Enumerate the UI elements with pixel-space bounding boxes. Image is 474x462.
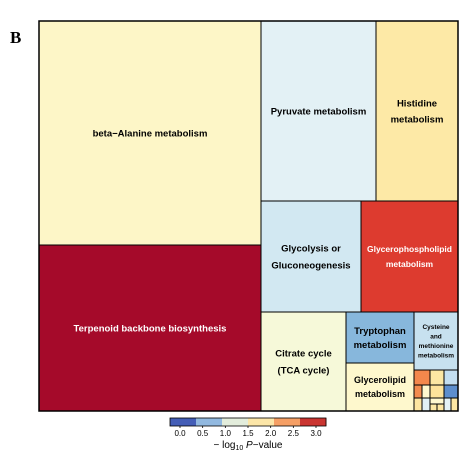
treemap-cell-rect <box>421 384 431 399</box>
treemap-cell-rect <box>360 200 459 313</box>
treemap-cell-rect <box>345 311 415 364</box>
treemap-cell-label: Glycerolipid <box>354 375 406 385</box>
treemap-cell-pyruvate-metabolism: Pyruvate metabolism <box>260 20 377 202</box>
treemap-cell-rect <box>413 311 459 371</box>
treemap-cell-label: Pyruvate metabolism <box>271 106 367 117</box>
treemap-cell-small-10 <box>413 369 431 386</box>
treemap-cell-label: Glycerophospholipid <box>367 244 452 254</box>
treemap-cell-small-12 <box>443 369 459 386</box>
treemap-cell-label: and <box>430 334 442 341</box>
treemap-cell-small-11 <box>429 369 445 386</box>
treemap-cell-rect <box>375 20 459 202</box>
treemap-cell-glycerophospholipid-metabolism: Glycerophospholipid metabolism <box>360 200 459 313</box>
treemap-cell-label: (TCA cycle) <box>278 365 330 376</box>
treemap-cell-small-17 <box>413 397 423 412</box>
treemap-cell-label: Gluconeogenesis <box>271 260 350 271</box>
treemap-cell-rect <box>443 397 452 412</box>
treemap-cell-rect <box>38 244 262 412</box>
treemap-cell-label: Glycolysis or <box>281 243 341 254</box>
treemap-cell-rect <box>443 369 459 386</box>
treemap-cell-small-15 <box>429 384 445 399</box>
treemap-cell-terpenoid-backbone-biosynthesis: Terpenoid backbone biosynthesis <box>38 244 262 412</box>
treemap-cell-rect <box>38 20 262 246</box>
treemap-cell-rect <box>345 362 415 412</box>
treemap-cell-rect <box>413 369 431 386</box>
treemap-cell-small-14 <box>421 384 431 399</box>
treemap-cell-histidine-metabolism: Histidine metabolism <box>375 20 459 202</box>
treemap-cell-rect <box>260 200 362 313</box>
panel-letter: B <box>10 28 22 47</box>
treemap-cell-label: metabolism <box>418 353 454 360</box>
treemap-cell-label: beta−Alanine metabolism <box>93 128 208 139</box>
treemap-cell-small-16 <box>443 384 459 399</box>
treemap-cell-label: Cysteine <box>422 324 449 331</box>
treemap-cell-rect <box>413 397 423 412</box>
treemap-cell-label: metabolism <box>386 259 434 269</box>
treemap-cell-citrate-cycle-tca-cycle: Citrate cycle (TCA cycle) <box>260 311 347 412</box>
treemap-cell-label: Terpenoid backbone biosynthesis <box>74 323 227 334</box>
treemap-cell-rect <box>260 311 347 412</box>
treemap-cell-beta-alanine-metabolism: beta−Alanine metabolism <box>38 20 262 246</box>
treemap-cell-small-18 <box>421 397 431 412</box>
treemap-cell-cysteine-and-methionine-metabolism: Cysteine and methionine metabolism <box>413 311 459 371</box>
treemap-cell-glycerolipid-metabolism: Glycerolipid metabolism <box>345 362 415 412</box>
treemap-cell-small-23 <box>429 397 445 405</box>
treemap-cell-label: metabolism <box>391 114 444 125</box>
treemap-cell-rect <box>429 384 445 399</box>
treemap-cell-label: metabolism <box>355 389 405 399</box>
treemap-cell-label: Histidine <box>397 98 437 109</box>
treemap-cell-label: methionine <box>419 343 454 350</box>
treemap-cell-label: metabolism <box>354 340 407 351</box>
treemap-cell-rect <box>429 397 445 405</box>
treemap-cell-label: Citrate cycle <box>275 348 332 359</box>
treemap-cell-rect <box>421 397 431 412</box>
treemap-frame <box>38 20 459 412</box>
treemap-cell-small-21 <box>443 397 452 412</box>
treemap-cell-tryptophan-metabolism: Tryptophan metabolism <box>345 311 415 364</box>
treemap-cell-small-13 <box>413 384 423 399</box>
treemap-cell-rect <box>413 384 423 399</box>
treemap-cell-rect <box>450 397 459 412</box>
treemap-cell-glycolysis-or-gluconeogenesis: Glycolysis or Gluconeogenesis <box>260 200 362 313</box>
treemap-cell-label: Tryptophan <box>354 326 406 337</box>
treemap-cell-rect <box>443 384 459 399</box>
treemap-cell-small-22 <box>450 397 459 412</box>
treemap-cell-rect <box>429 369 445 386</box>
